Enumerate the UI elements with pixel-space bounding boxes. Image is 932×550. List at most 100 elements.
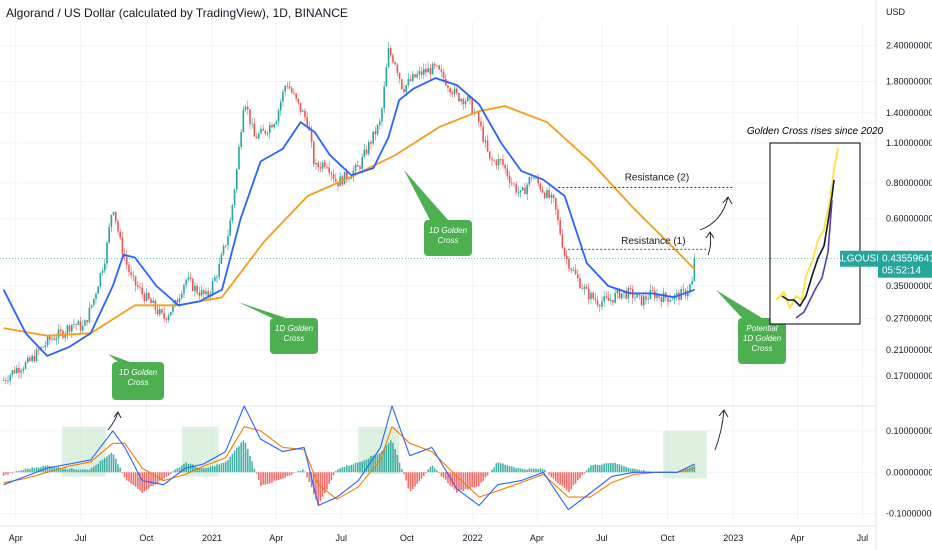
candle-body [592, 292, 594, 299]
candle-body [583, 286, 586, 289]
candle-body [75, 324, 77, 326]
macd-histogram-bar [328, 472, 330, 484]
x-tick-label: Apr [269, 533, 283, 543]
macd-histogram-bar [176, 468, 179, 473]
candle-body [224, 245, 227, 247]
macd-histogram-bar [33, 468, 36, 473]
candle-body [348, 178, 350, 180]
candle-body [634, 297, 636, 299]
candle-body [497, 159, 500, 166]
candle-body [97, 286, 99, 294]
x-tick-label: Oct [400, 533, 415, 543]
candle-body [119, 231, 121, 238]
candle-body [585, 286, 588, 289]
x-tick-label: 2023 [723, 533, 743, 543]
candle-body [493, 160, 495, 162]
macd-histogram-bar [172, 471, 174, 473]
candle-body [407, 79, 410, 86]
candle-body [642, 296, 645, 306]
callout-pointer [108, 354, 130, 362]
macd-histogram-bar [242, 440, 245, 473]
macd-histogram-bar [167, 472, 170, 476]
macd-histogram-bar [255, 472, 258, 474]
candle-body [686, 291, 689, 297]
macd-histogram-bar [398, 462, 401, 473]
macd-histogram-bar [229, 456, 231, 473]
macd-histogram-bar [125, 472, 128, 481]
x-tick-label: Jul [596, 533, 608, 543]
macd-histogram-bar [207, 467, 209, 473]
macd-histogram-bar [37, 467, 40, 473]
candle-body [295, 93, 297, 99]
callout-text: Potential [746, 324, 777, 333]
candle-body [161, 309, 163, 313]
candle-body [519, 190, 522, 193]
macd-histogram-bar [253, 468, 256, 473]
candle-body [614, 293, 616, 303]
macd-histogram-bar [220, 463, 223, 473]
macd-histogram-bar [264, 472, 267, 485]
candle-body [495, 160, 498, 166]
candle-body [110, 215, 113, 227]
resistance-2-label: Resistance (2) [625, 173, 689, 184]
macd-histogram-bar [499, 463, 502, 473]
macd-histogram-bar [7, 472, 9, 475]
candle-body [51, 338, 53, 340]
macd-histogram-bar [495, 463, 498, 473]
candle-body [504, 164, 506, 169]
macd-histogram-bar [405, 472, 407, 481]
candle-body [233, 189, 236, 205]
candle-body [73, 324, 75, 325]
candle-body [70, 324, 73, 332]
macd-histogram-bar [189, 463, 192, 473]
macd-histogram-bar [348, 465, 350, 473]
candle-body [117, 221, 119, 232]
candle-body [477, 112, 480, 122]
candle-body [46, 336, 49, 346]
macd-histogram-bar [315, 472, 317, 500]
candle-body [550, 194, 553, 198]
callout-text: Cross [752, 344, 773, 353]
candle-body [612, 299, 614, 303]
macd-y-tick-label: 0.10000000 [886, 426, 932, 436]
candle-body [530, 177, 533, 179]
macd-histogram-bar [46, 465, 49, 473]
candle-body [440, 69, 443, 72]
macd-histogram-bar [40, 467, 42, 473]
macd-histogram-bar [202, 468, 205, 473]
candle-body [587, 288, 590, 300]
candle-body [275, 121, 278, 125]
y-tick-label: 0.17000000 [886, 371, 932, 381]
macd-histogram-bar [194, 465, 196, 473]
macd-histogram-bar [389, 440, 392, 473]
candle-body [609, 299, 612, 301]
macd-histogram-bar [163, 472, 165, 479]
macd-histogram-bar [330, 472, 333, 481]
candle-body [191, 278, 194, 291]
macd-histogram-bar [183, 463, 185, 473]
ma-short-line [2, 77, 696, 357]
macd-histogram-bar [603, 463, 605, 473]
macd-histogram-bar [59, 468, 62, 473]
macd-histogram-bar [273, 472, 275, 481]
candle-body [2, 379, 5, 381]
candle-body [218, 263, 220, 278]
macd-histogram-bar [68, 468, 71, 473]
candle-body [343, 171, 346, 185]
candle-body [301, 110, 304, 112]
macd-histogram-bar [598, 464, 601, 473]
candle-body [559, 220, 561, 235]
macd-histogram-bar [596, 464, 599, 473]
candle-body [625, 291, 627, 299]
macd-histogram-bar [387, 442, 390, 473]
macd-histogram-bar [420, 472, 423, 479]
candles [2, 41, 696, 386]
macd-histogram-bar [31, 467, 33, 473]
candle-body [568, 258, 570, 269]
candle-body [387, 48, 390, 68]
macd-histogram-bar [81, 469, 84, 473]
macd-histogram-bar [383, 448, 385, 473]
candle-body [590, 292, 592, 300]
macd-histogram-bar [535, 468, 537, 473]
